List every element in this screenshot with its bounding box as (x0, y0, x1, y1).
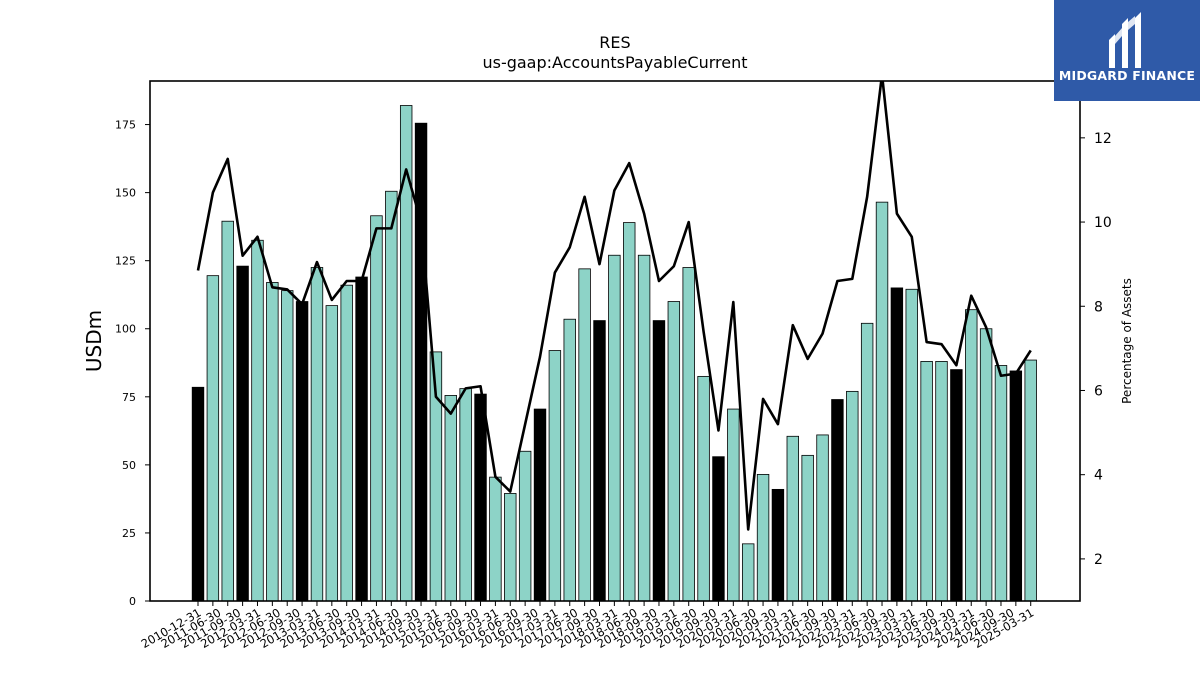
bar-2019-03-31 (682, 267, 695, 602)
bar-2020-09-30 (771, 488, 785, 602)
bar-2012-09-30 (295, 301, 309, 602)
bar-2013-09-30 (355, 276, 368, 602)
bar-2015-06-30 (459, 388, 472, 602)
bar-2020-03-31 (741, 543, 755, 602)
brand-logo: MIDGARD FINANCE (1054, 0, 1200, 101)
y2-tick-label: 6 (1094, 383, 1103, 399)
bar-2024-03-31 (979, 328, 993, 602)
bar-2011-09-30 (236, 265, 249, 602)
bar-2017-06-30 (578, 268, 591, 602)
bar-2018-12-31 (667, 301, 681, 602)
bar-2013-03-31 (325, 305, 339, 602)
bar-2015-09-30 (474, 393, 487, 602)
bar-2019-09-30 (712, 456, 725, 602)
bar-2021-03-31 (801, 454, 814, 602)
bar-2022-09-30 (890, 287, 904, 602)
bar-2015-03-31 (444, 395, 457, 602)
bar-2018-03-31 (623, 222, 636, 602)
bar-2021-06-30 (816, 434, 829, 602)
y-tick-label: 125 (115, 255, 136, 268)
midgard-logo-icon (1109, 12, 1141, 68)
bar-2020-12-31 (786, 435, 800, 602)
y-axis-right: 2 4 6 8 10 12 (1080, 131, 1112, 568)
bar-2023-12-31 (965, 309, 978, 602)
bar-2018-09-30 (652, 320, 666, 602)
y2-axis-label: Percentage of Assets (1120, 278, 1134, 404)
bar-2021-09-30 (831, 399, 844, 602)
bar-2017-12-31 (608, 254, 621, 602)
bar-2023-03-31 (920, 361, 933, 602)
y-tick-label: 0 (129, 595, 136, 608)
y-tick-label: 75 (122, 391, 136, 404)
bar-2014-03-31 (385, 190, 398, 602)
y-axis-label: USDm (82, 310, 106, 372)
bar-2016-06-30 (518, 450, 532, 602)
bar-2016-03-31 (504, 493, 517, 602)
bar-2012-03-31 (266, 282, 279, 602)
bar-2018-06-30 (637, 254, 651, 602)
bar-2019-06-30 (697, 375, 710, 602)
y-tick-label: 50 (122, 459, 136, 472)
bar-2022-12-31 (905, 288, 918, 602)
bar-2021-12-31 (846, 390, 859, 602)
chart-title: RES (599, 33, 630, 52)
bar-2024-09-30 (1009, 370, 1023, 602)
x-axis: 2010-12-312011-06-302011-09-302012-03-31… (139, 601, 1036, 651)
bar-2011-12-31 (251, 239, 264, 602)
bar-2017-09-30 (593, 320, 606, 602)
brand-name: MIDGARD FINANCE (1058, 68, 1196, 83)
bar-2019-12-31 (727, 408, 740, 602)
bar-2023-09-30 (950, 369, 963, 602)
bar-2020-06-30 (756, 473, 770, 602)
y-tick-label: 100 (115, 323, 136, 336)
bar-2015-12-31 (489, 476, 502, 602)
bar-2014-09-30 (414, 122, 428, 602)
y2-tick-label: 2 (1094, 552, 1103, 568)
bar-2010-12-31 (191, 386, 205, 602)
y2-tick-label: 10 (1094, 215, 1112, 231)
bar-2017-03-31 (563, 318, 576, 602)
pct-of-assets-line (196, 81, 1032, 531)
bar-2012-06-30 (281, 290, 294, 602)
bar-2022-06-30 (875, 201, 889, 602)
y-tick-label: 175 (115, 119, 136, 132)
y2-tick-label: 12 (1094, 131, 1112, 147)
y-axis-left: 0 25 50 75 100 125 150 175 (115, 119, 150, 608)
pct-line-series (196, 81, 1032, 531)
bar-2024-12-31 (1024, 359, 1037, 602)
bar-2022-03-31 (860, 322, 874, 602)
y2-tick-label: 8 (1094, 299, 1103, 315)
bar-2013-06-30 (340, 284, 353, 602)
bar-2024-06-30 (994, 365, 1008, 602)
bar-2016-12-31 (548, 350, 562, 602)
bar-2013-12-31 (370, 215, 383, 602)
chart-subtitle: us-gaap:AccountsPayableCurrent (482, 53, 747, 72)
bar-2011-06-30 (221, 220, 234, 602)
bar-2011-03-31 (206, 275, 220, 602)
y-tick-label: 150 (115, 187, 136, 200)
bar-2016-09-30 (533, 408, 547, 602)
y2-tick-label: 4 (1094, 468, 1103, 484)
bar-2012-12-31 (310, 267, 324, 602)
bar-series (191, 105, 1037, 602)
bar-2023-06-30 (935, 361, 948, 602)
y-tick-label: 25 (122, 527, 136, 540)
plot-frame (149, 80, 1081, 602)
